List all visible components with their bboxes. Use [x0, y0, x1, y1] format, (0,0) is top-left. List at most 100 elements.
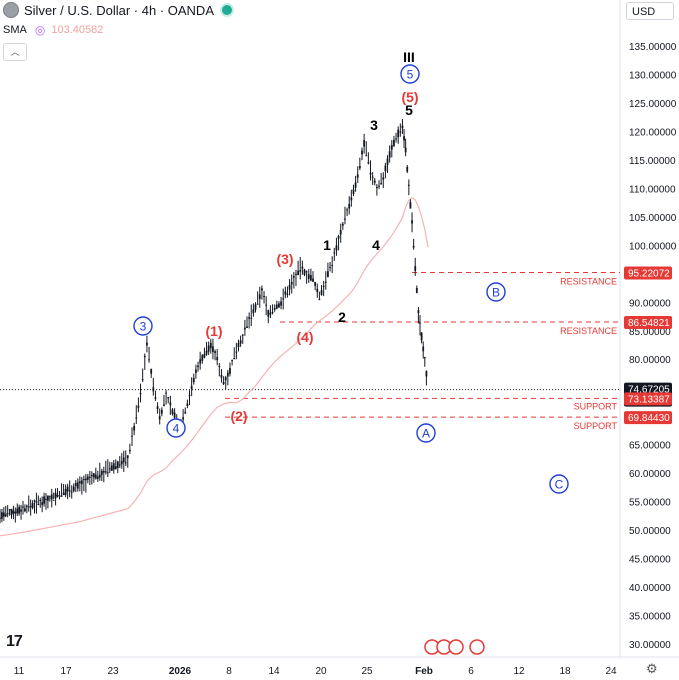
candle-body — [420, 332, 423, 341]
candle-body — [263, 296, 265, 298]
candle-body — [25, 505, 28, 507]
candle-body — [124, 462, 127, 464]
y-tick-label: 85.00000 — [629, 327, 671, 338]
candle-body — [423, 357, 426, 359]
settings-gear-icon[interactable]: ⚙ — [646, 661, 658, 676]
candle-body — [239, 340, 242, 344]
candle-body — [214, 351, 216, 353]
candle-body — [154, 397, 157, 399]
candle-body — [146, 342, 148, 346]
candle-body — [241, 334, 244, 336]
candle-body — [167, 397, 170, 399]
candle-body — [401, 125, 404, 129]
y-tick-label: 90.00000 — [629, 298, 671, 309]
candle-body — [48, 496, 51, 498]
wave-circle — [549, 474, 569, 494]
sma-legend[interactable]: SMA ◎ 103.40582 — [3, 23, 103, 37]
wave-label: 3 — [140, 320, 147, 334]
candle-body — [380, 183, 383, 185]
candle-body — [415, 287, 418, 293]
candle-body — [307, 274, 310, 279]
y-tick-label: 60.00000 — [629, 469, 671, 480]
candle-body — [286, 293, 289, 295]
candle-body — [156, 406, 159, 409]
candle-body — [218, 366, 221, 368]
candle-body — [419, 322, 421, 324]
candle-body — [165, 392, 167, 394]
level-label: SUPPORT — [574, 421, 618, 431]
candle-body — [316, 288, 319, 293]
wave-circle — [486, 282, 506, 302]
candle-body — [98, 474, 101, 478]
candle-body — [39, 500, 42, 502]
price-tag-text: 69.84430 — [628, 413, 670, 424]
candle-body — [403, 136, 405, 141]
candle-body — [20, 509, 22, 512]
candle-body — [148, 359, 150, 361]
candle-body — [192, 377, 195, 383]
candle-body — [163, 404, 165, 407]
price-tag-text: 73.13387 — [628, 394, 670, 405]
candle-body — [384, 165, 387, 172]
candle-body — [150, 368, 153, 374]
candle-body — [203, 353, 206, 358]
candle-body — [190, 385, 193, 389]
candle-body — [309, 275, 312, 281]
candle-body — [406, 166, 409, 172]
candle-body — [184, 411, 187, 414]
candle-body — [66, 486, 69, 492]
currency-selector[interactable]: USD — [626, 2, 674, 20]
candle-body — [417, 310, 420, 314]
wave-label: (1) — [205, 323, 222, 339]
candle-body — [31, 503, 34, 508]
candle-body — [186, 403, 189, 407]
x-tick-label: 14 — [268, 666, 280, 677]
price-tag — [624, 411, 672, 425]
sma-settings-icon[interactable]: ◎ — [34, 23, 46, 37]
wave-label: 3 — [370, 117, 378, 133]
candle-body — [62, 492, 65, 496]
candle-body — [47, 495, 49, 501]
candle-body — [78, 481, 81, 484]
candle-body — [24, 508, 26, 512]
candle-body — [4, 514, 7, 517]
candle-body — [84, 478, 87, 481]
candle-body — [90, 475, 93, 477]
candle-body — [209, 342, 212, 349]
silver-coin-icon — [3, 2, 19, 18]
collapse-legend-button[interactable]: ︿ — [3, 43, 27, 61]
chart-header: Silver / U.S. Dollar · 4h · OANDA — [0, 0, 234, 20]
candle-body — [333, 252, 336, 254]
candle-body — [224, 377, 227, 381]
candle-body — [18, 506, 21, 514]
candle-body — [243, 327, 246, 330]
x-tick-label: 20 — [315, 666, 327, 677]
x-tick-label: 6 — [468, 666, 474, 677]
candle-body — [131, 435, 133, 437]
candle-body — [37, 503, 40, 505]
candle-body — [10, 508, 13, 515]
candle-body — [329, 266, 331, 268]
candle-body — [43, 496, 45, 504]
x-tick-label: 23 — [107, 666, 119, 677]
candle-body — [106, 472, 109, 474]
candle-body — [201, 355, 204, 361]
wave-label: B — [492, 286, 500, 300]
candle-body — [320, 290, 323, 295]
level-label: SUPPORT — [574, 401, 618, 411]
candle-body — [261, 288, 263, 291]
candle-body — [335, 245, 338, 251]
market-open-icon — [220, 3, 234, 17]
candle-body — [363, 140, 366, 147]
candle-body — [0, 517, 1, 519]
candle-body — [104, 471, 107, 473]
sma-label: SMA — [3, 24, 27, 36]
candle-body — [231, 360, 233, 362]
candle-body — [388, 151, 391, 158]
candle-body — [8, 509, 11, 511]
symbol-title[interactable]: Silver / U.S. Dollar · 4h · OANDA — [24, 2, 214, 18]
candle-body — [88, 476, 91, 478]
y-tick-label: 105.00000 — [629, 213, 677, 224]
candle-body — [141, 379, 144, 381]
